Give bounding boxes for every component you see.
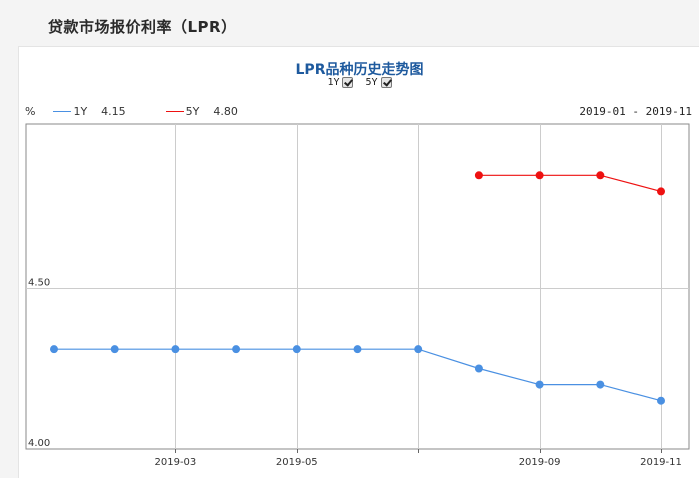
legend: % 1Y 4.15 5Y 4.80 xyxy=(25,105,278,118)
legend-value-1y: 4.15 xyxy=(101,105,126,118)
plot-frame xyxy=(25,123,690,450)
toggle-5y[interactable]: 5Y xyxy=(366,77,392,88)
data-point-1y xyxy=(353,345,362,354)
legend-swatch-1y xyxy=(53,111,72,112)
y-tick-label: 4.00 xyxy=(28,438,50,449)
data-point-1y xyxy=(292,345,301,354)
y-tick-label: 4.50 xyxy=(28,278,50,289)
legend-name-1y: 1Y xyxy=(73,105,88,118)
legend-name-5y: 5Y xyxy=(185,105,200,118)
chart-panel: LPR品种历史走势图 1Y 5Y % 1Y 4.15 5Y 4.80 xyxy=(18,46,699,478)
x-tick-label: 2019-11 xyxy=(640,457,682,468)
y-unit: % xyxy=(25,105,36,118)
data-point-1y xyxy=(596,380,605,389)
toggle-1y-label: 1Y xyxy=(327,77,340,88)
series-line-1y xyxy=(54,348,662,402)
toggle-1y-checkbox[interactable] xyxy=(342,77,354,88)
legend-entry-5y[interactable]: 5Y 4.80 xyxy=(165,105,238,118)
data-point-1y xyxy=(474,364,483,373)
data-point-5y xyxy=(596,171,605,180)
data-point-5y xyxy=(657,187,665,196)
data-point-1y xyxy=(110,345,119,354)
date-range: 2019-01 - 2019-11 xyxy=(579,105,692,118)
x-tick-label: 2019-09 xyxy=(519,457,561,468)
data-point-5y xyxy=(535,171,544,180)
legend-value-5y: 4.80 xyxy=(213,105,238,118)
data-point-1y xyxy=(535,380,544,389)
data-point-5y xyxy=(474,171,483,180)
chart-title: LPR品种历史走势图 xyxy=(295,62,424,78)
series-toggles: 1Y 5Y xyxy=(19,77,699,88)
toggle-1y[interactable]: 1Y xyxy=(327,77,354,88)
toggle-5y-label: 5Y xyxy=(365,77,378,88)
data-point-1y xyxy=(50,345,58,354)
plot-area: 2019-03 2019-05 2019-09 2019-11 4.50 4.00 xyxy=(25,123,690,468)
toggle-5y-checkbox[interactable] xyxy=(380,77,392,88)
legend-swatch-5y xyxy=(165,111,184,112)
page-title: 贷款市场报价利率（LPR） xyxy=(48,18,237,36)
data-point-1y xyxy=(657,396,665,405)
series-line-5y xyxy=(478,174,662,192)
legend-entry-1y[interactable]: 1Y 4.15 xyxy=(53,105,126,118)
data-point-1y xyxy=(232,345,241,354)
x-tick-label: 2019-03 xyxy=(155,457,197,468)
x-tick-label: 2019-05 xyxy=(276,457,318,468)
data-point-1y xyxy=(171,345,180,354)
data-point-1y xyxy=(414,345,423,354)
